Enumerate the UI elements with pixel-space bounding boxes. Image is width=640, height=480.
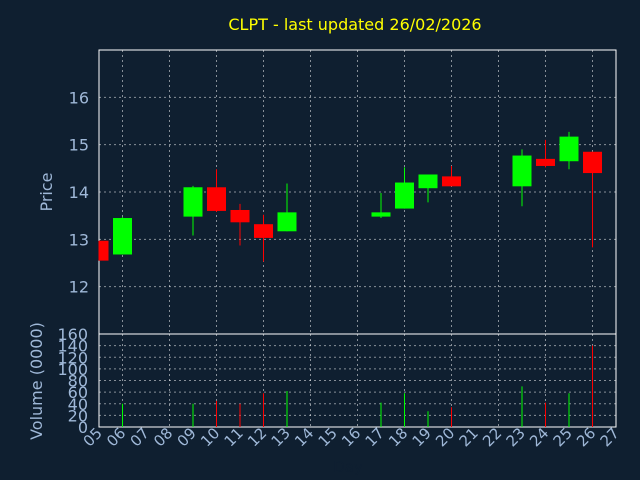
candle-25 xyxy=(559,131,579,170)
candle-body xyxy=(99,240,109,261)
price-y-axis-label: Price xyxy=(37,172,56,211)
volume-y-tick-label: 60 xyxy=(68,383,88,402)
price-candles xyxy=(98,131,602,262)
candle-body xyxy=(559,136,579,162)
candle-05 xyxy=(98,240,109,261)
candle-12 xyxy=(254,214,273,262)
candle-18 xyxy=(395,167,414,209)
candle-19 xyxy=(418,174,438,203)
volume-gridlines xyxy=(99,333,616,428)
candle-body xyxy=(277,212,297,232)
candle-09 xyxy=(183,185,203,236)
candle-17 xyxy=(371,192,391,219)
candle-body xyxy=(183,187,203,217)
volume-y-tick-label: 80 xyxy=(68,372,88,391)
candle-body xyxy=(418,174,438,189)
volume-bars xyxy=(122,345,593,427)
candle-26 xyxy=(583,151,602,248)
price-gridlines xyxy=(99,50,616,334)
candle-body xyxy=(207,187,226,211)
price-y-tick-label: 12 xyxy=(69,278,89,297)
volume-y-tick-label: 0 xyxy=(78,418,88,437)
candle-10 xyxy=(207,169,226,212)
candle-06 xyxy=(113,217,132,255)
volume-y-tick-label: 40 xyxy=(68,395,88,414)
candle-body xyxy=(395,182,414,209)
candle-11 xyxy=(230,203,250,246)
price-y-tick-label: 16 xyxy=(69,88,89,107)
volume-y-tick-label: 20 xyxy=(68,406,88,425)
candle-body xyxy=(536,158,555,166)
candle-body xyxy=(512,155,532,187)
candle-body xyxy=(371,212,391,217)
x-axis-label: Day xyxy=(333,458,363,476)
candle-body xyxy=(583,151,602,174)
candle-24 xyxy=(536,139,555,168)
candle-body xyxy=(254,224,273,238)
day-x-axis: 0506070809101112131415161718192021222324… xyxy=(80,424,623,450)
candle-23 xyxy=(512,149,532,207)
price-y-tick-label: 14 xyxy=(69,183,89,202)
candle-body xyxy=(113,218,132,255)
volume-y-tick-label: 100 xyxy=(57,360,88,379)
volume-y-tick-label: 140 xyxy=(57,337,88,356)
candle-body xyxy=(230,209,250,223)
volume-y-tick-label: 160 xyxy=(57,325,88,344)
volume-y-axis-label: Volume (0000) xyxy=(27,322,46,440)
volume-y-tick-label: 120 xyxy=(57,348,88,367)
candle-13 xyxy=(277,183,297,232)
price-panel: 12 13 14 15 16 Price xyxy=(37,49,617,335)
candle-20 xyxy=(442,165,461,187)
candle-body xyxy=(442,176,461,187)
price-y-tick-labels: 12 13 14 15 16 xyxy=(69,88,89,296)
chart-title: CLPT - last updated 26/02/2026 xyxy=(228,15,481,34)
price-y-tick-label: 13 xyxy=(69,230,89,249)
price-y-tick-label: 15 xyxy=(69,136,89,155)
